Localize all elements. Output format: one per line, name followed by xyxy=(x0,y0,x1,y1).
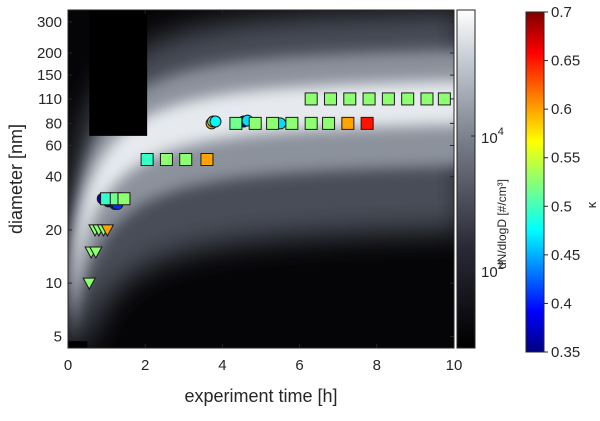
square-marker xyxy=(322,116,336,130)
y-tick-label: 300 xyxy=(37,14,62,31)
kappa-tick-label: 0.5 xyxy=(551,198,572,215)
kappa-colorbar-label: κ xyxy=(584,201,599,208)
y-tick-label: 10 xyxy=(45,275,62,292)
kappa-tick-label: 0.4 xyxy=(551,295,572,312)
square-marker xyxy=(420,92,434,106)
y-tick-label: 200 xyxy=(37,45,62,62)
square-marker xyxy=(285,116,299,130)
square-marker xyxy=(200,153,214,167)
plot-frame xyxy=(67,9,455,349)
square-marker xyxy=(362,92,376,106)
square-marker xyxy=(323,92,337,106)
y-axis: 5 10 20 40 60 80 110 150 200 300 xyxy=(37,14,454,345)
triangle-marker xyxy=(88,246,103,260)
density-colorbar: 102 104 dN/dlogD [#/cm³] xyxy=(456,9,509,349)
square-marker xyxy=(401,92,415,106)
triangle-marker xyxy=(82,277,97,291)
circle-marker xyxy=(209,115,222,128)
x-tick-label: 10 xyxy=(446,357,463,374)
x-tick-label: 0 xyxy=(64,357,72,374)
square-marker xyxy=(229,116,243,130)
square-marker xyxy=(341,116,355,130)
square-marker xyxy=(140,153,154,167)
kappa-colorbar-ticks: 0.35 0.4 0.45 0.5 0.55 0.6 0.65 0.7 xyxy=(544,4,580,361)
square-marker xyxy=(266,116,280,130)
heatmap-masked-bottom xyxy=(68,341,88,348)
y-tick-label: 60 xyxy=(45,137,62,154)
heatmap-core-band xyxy=(71,80,454,321)
density-colorbar-frame xyxy=(456,9,476,349)
x-tick-label: 8 xyxy=(373,357,381,374)
x-tick-label: 4 xyxy=(218,357,226,374)
square-marker xyxy=(343,92,357,106)
square-marker xyxy=(248,116,262,130)
kappa-colorbar-frame xyxy=(525,11,545,353)
density-colorbar-label: dN/dlogD [#/cm³] xyxy=(495,179,509,269)
density-colorbar-tick-label: 102 xyxy=(481,260,504,281)
density-colorbar-gradient xyxy=(457,10,475,348)
x-tick-label: 2 xyxy=(141,357,149,374)
x-axis: 0 2 4 6 8 10 xyxy=(64,10,463,374)
triangle-marker xyxy=(100,224,115,237)
kappa-tick-label: 0.45 xyxy=(551,247,580,264)
square-marker xyxy=(437,92,451,106)
kappa-colorbar-gradient xyxy=(526,12,544,352)
y-tick-label: 5 xyxy=(54,328,62,345)
y-tick-label: 110 xyxy=(38,91,62,108)
square-marker xyxy=(179,153,193,167)
heatmap-masked-region xyxy=(89,10,148,136)
size-distribution-heatmap xyxy=(68,10,454,348)
square-marker xyxy=(159,153,173,167)
y-tick-label: 20 xyxy=(45,222,62,239)
kappa-colorbar: 0.35 0.4 0.45 0.5 0.55 0.6 0.65 0.7 κ xyxy=(525,4,599,361)
kappa-tick-label: 0.65 xyxy=(551,53,580,70)
y-tick-label: 40 xyxy=(45,169,62,186)
square-marker xyxy=(304,116,318,130)
x-tick-label: 6 xyxy=(295,357,303,374)
square-marker xyxy=(360,116,374,130)
kappa-markers xyxy=(82,92,451,291)
y-axis-label: diameter [nm] xyxy=(6,124,26,234)
square-marker xyxy=(304,92,318,106)
y-tick-label: 150 xyxy=(37,67,62,84)
kappa-tick-label: 0.6 xyxy=(551,101,572,118)
x-axis-label: experiment time [h] xyxy=(184,386,337,406)
kappa-tick-label: 0.7 xyxy=(551,4,572,21)
square-marker xyxy=(381,92,395,106)
density-colorbar-tick-label: 104 xyxy=(481,126,504,147)
kappa-tick-label: 0.55 xyxy=(551,150,580,167)
kappa-tick-label: 0.35 xyxy=(551,344,580,361)
square-marker xyxy=(117,192,131,206)
y-tick-label: 80 xyxy=(45,115,62,132)
